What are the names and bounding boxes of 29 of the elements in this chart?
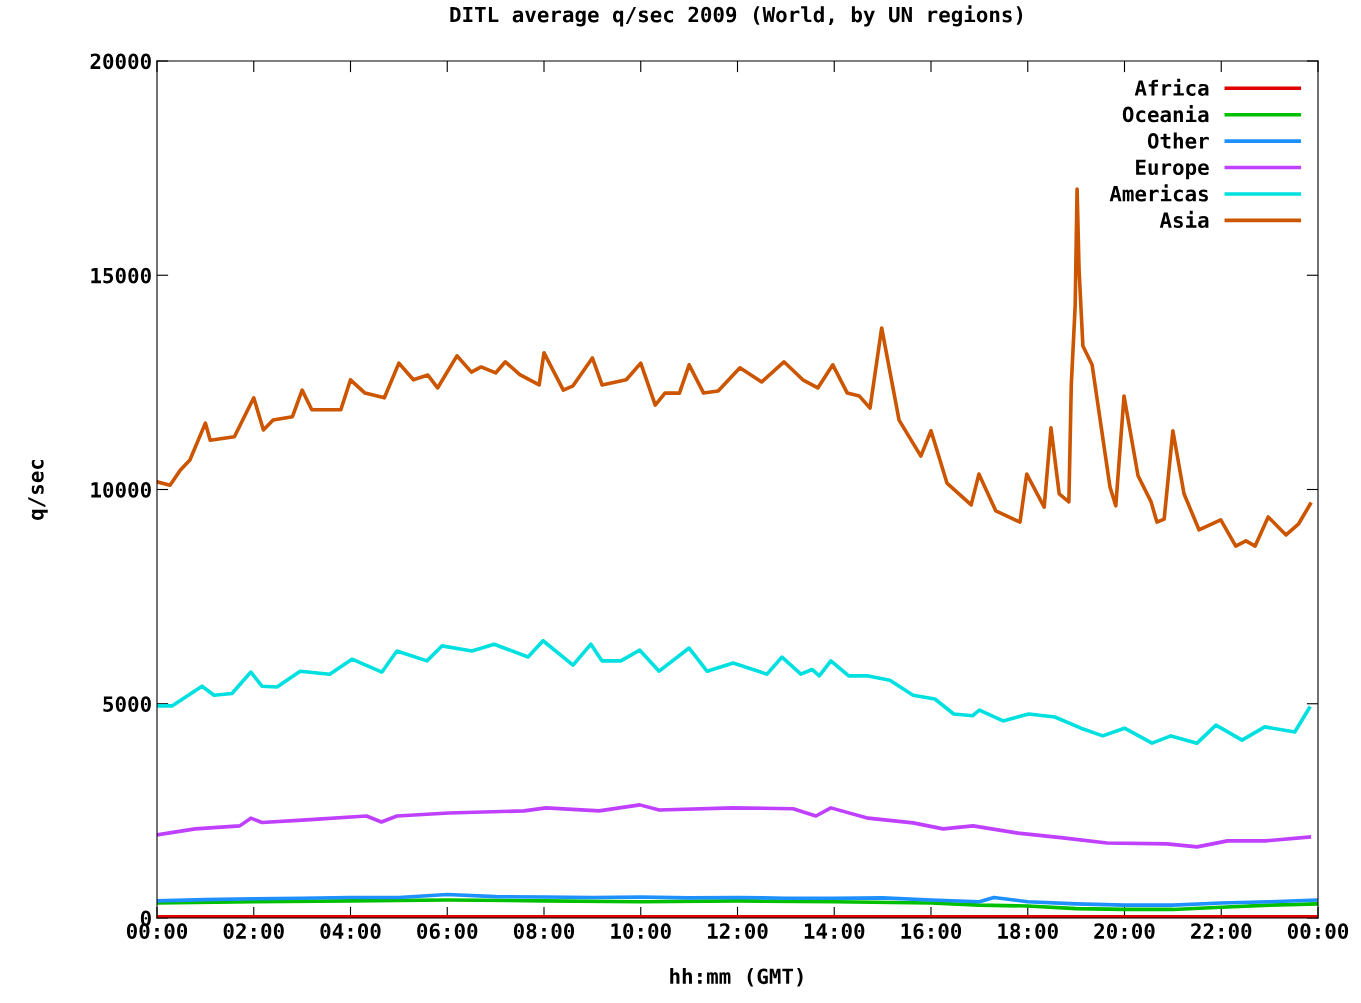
x-tick-label: 12:00 [708,923,768,939]
x-tick-label: 14:00 [804,923,865,939]
x-tick-label: 08:00 [513,923,575,939]
x-axis-title: hh:mm (GMT) [670,968,803,987]
line-series [157,898,1318,912]
y-tick-label: 10000 [91,481,151,498]
legend-label: Oceania [1122,105,1209,123]
x-tick-label: 04:00 [320,923,381,939]
line-series [157,892,1318,907]
x-tick-label: 22:00 [1191,923,1252,939]
line-series [157,638,1312,745]
x-tick-label: 00:00 [1287,923,1349,939]
legend-label: Europe [1136,159,1209,180]
x-tick-label: 02:00 [223,923,284,939]
x-tick-label: 06:00 [417,923,478,940]
y-tick-label: 20000 [90,53,151,70]
x-tick-label: 16:00 [901,923,962,940]
y-tick-label: 15000 [91,267,151,284]
x-tick-label: 10:00 [611,923,671,939]
y-tick-label: 5000 [103,696,151,712]
x-tick-label: 18:00 [998,923,1058,939]
y-axis-title: q/sec [28,459,48,520]
chart-title: DITL average q/sec 2009 (World, by UN regions) [450,5,1023,27]
line-series [157,803,1312,849]
legend-label: Americas [1109,184,1208,202]
x-tick-label: 20:00 [1094,923,1155,939]
legend-label: Africa [1134,78,1209,96]
legend-label: Other [1147,132,1209,149]
legend-label: Asia [1159,210,1209,228]
